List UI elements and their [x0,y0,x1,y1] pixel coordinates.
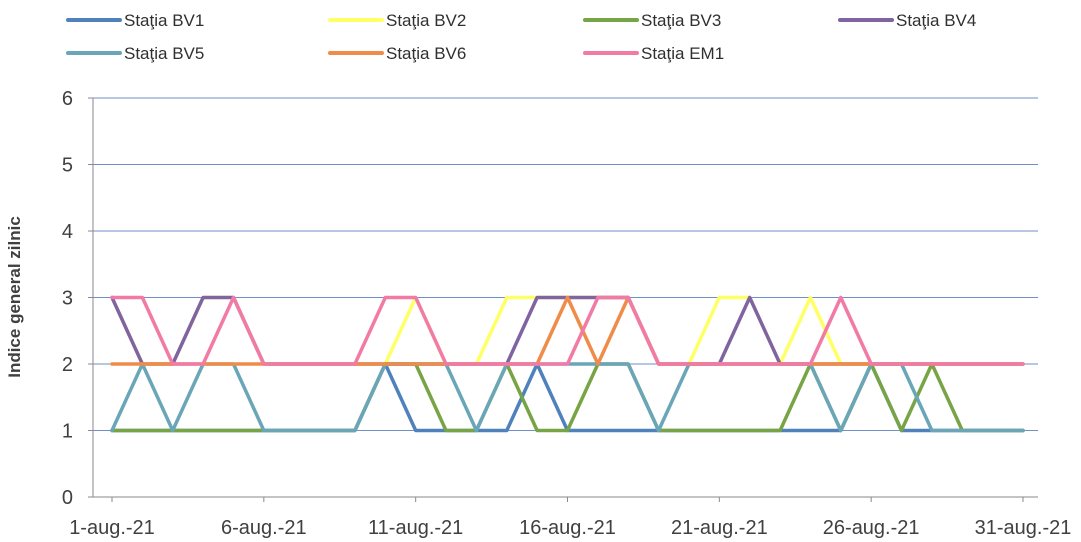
legend-label: Staţia BV4 [896,11,976,30]
legend-label: Staţia BV3 [641,11,721,30]
legend-label: Staţia BV1 [124,11,204,30]
legend-item: Staţia EM1 [583,44,724,63]
x-tick-label: 1-aug.-21 [69,517,155,539]
x-tick-label: 11-aug.-21 [368,517,463,539]
y-tick-label: 1 [62,421,73,443]
x-tick-label: 16-aug.-21 [519,517,616,539]
legend-label: Staţia BV5 [124,44,204,63]
legend-item: Staţia BV5 [66,44,204,63]
legend-label: Staţia EM1 [641,44,724,63]
y-axis-label: Indice general zilnic [5,216,24,378]
legend-item: Staţia BV4 [838,11,976,30]
y-tick-label: 3 [62,288,73,310]
x-tick-label: 31-aug.-21 [975,517,1072,539]
legend-item: Staţia BV3 [583,11,721,30]
gridlines [93,97,1038,431]
y-tick-label: 4 [62,221,73,243]
series-lines [110,295,1025,433]
y-tick-label: 0 [62,487,73,509]
x-tick-label: 6-aug.-21 [221,517,307,539]
y-tick-label: 5 [62,155,73,177]
y-tick-label: 6 [62,88,73,110]
y-tick-labels: 0 1 2 3 4 5 6 [62,88,93,509]
x-tick-labels: 1-aug.-21 6-aug.-21 11-aug.-21 16-aug.-21 21… [69,497,1071,539]
y-tick-label: 2 [62,354,73,376]
legend-label: Staţia BV2 [386,11,466,30]
series-line-sta-ia-em1 [110,295,1025,366]
legend-item: Staţia BV2 [328,11,466,30]
legend-item: Staţia BV6 [328,44,466,63]
legend: Staţia BV1 Staţia BV2 Staţia BV3 Staţia BV4… [66,11,976,63]
x-tick-label: 26-aug.-21 [823,517,920,539]
legend-label: Staţia BV6 [386,44,466,63]
x-tick-label: 21-aug.-21 [671,517,768,539]
legend-item: Staţia BV1 [66,11,204,30]
